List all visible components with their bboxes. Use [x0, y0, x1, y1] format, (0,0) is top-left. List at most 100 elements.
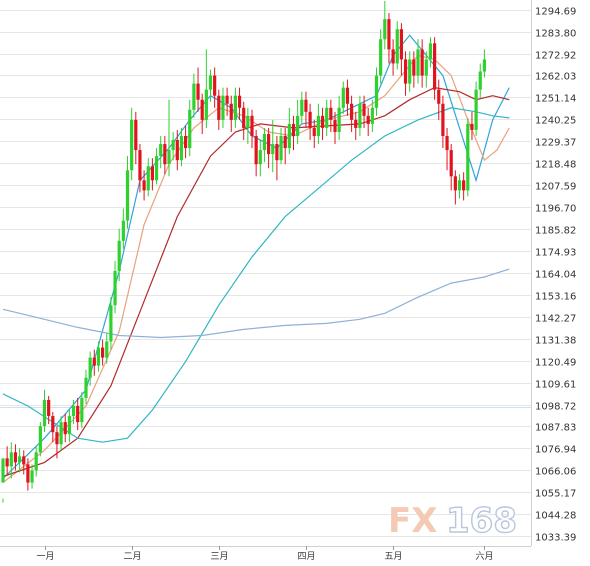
candle-body — [325, 107, 329, 128]
candle — [175, 129, 179, 171]
candle-body — [337, 107, 341, 132]
candle-body — [275, 144, 279, 161]
candle-body — [291, 123, 296, 136]
ma-line-ma_long — [2, 268, 510, 339]
y-tick-label: 1272.92 — [535, 51, 576, 62]
x-tick-label: 三月 — [210, 551, 228, 562]
candle — [213, 67, 217, 108]
candle-body — [59, 422, 63, 445]
candle — [408, 51, 412, 92]
candle — [370, 99, 374, 132]
candle — [291, 115, 296, 151]
candle-body — [279, 135, 283, 161]
candle — [51, 412, 55, 443]
candle-body — [470, 123, 474, 130]
y-tick-label: 1174.93 — [535, 248, 576, 259]
candle-body — [350, 103, 354, 120]
candle — [391, 39, 395, 76]
candle — [200, 93, 204, 134]
candle-body — [441, 103, 445, 136]
x-tick-label: 六月 — [475, 550, 493, 562]
x-tick-label: 四月 — [297, 551, 315, 562]
candle — [453, 170, 457, 205]
candle-body — [283, 135, 287, 149]
candle-body — [258, 150, 262, 165]
candle — [101, 339, 105, 366]
candle — [320, 107, 325, 141]
candle — [325, 99, 329, 136]
candle-body — [453, 176, 457, 191]
candle-body — [374, 75, 379, 108]
y-tick-label: 1218.48 — [535, 160, 576, 171]
candle — [192, 73, 196, 118]
candle — [354, 111, 358, 141]
candle-body — [416, 49, 420, 76]
candle-body — [80, 397, 84, 423]
candle — [457, 174, 462, 199]
candle-body — [217, 95, 221, 120]
candle-body — [51, 416, 55, 433]
candle-body — [466, 123, 470, 191]
candle-body — [200, 99, 204, 120]
candle — [412, 51, 416, 88]
candle — [366, 107, 370, 136]
candle — [130, 107, 134, 181]
candle-body — [150, 166, 154, 181]
candle-body — [18, 456, 22, 463]
candle — [287, 107, 291, 155]
y-tick-label: 1294.69 — [535, 7, 576, 18]
candle-body — [408, 59, 412, 84]
candle-body — [308, 111, 312, 128]
candle-body — [387, 19, 391, 50]
candles — [1, 1, 486, 503]
candle — [300, 91, 304, 124]
candle — [121, 208, 125, 249]
candle-body — [96, 347, 101, 366]
candle-body — [420, 49, 424, 76]
candle — [1, 458, 5, 503]
candle — [80, 391, 84, 429]
candle — [279, 127, 283, 165]
candle-body — [117, 240, 121, 271]
candle-body — [84, 377, 88, 398]
candle — [358, 95, 362, 136]
candle-body — [312, 127, 316, 136]
y-tick-label: 1185.82 — [535, 226, 576, 237]
candle — [403, 51, 408, 96]
candle-body — [213, 75, 217, 96]
candle — [229, 95, 233, 132]
candle-body — [125, 170, 130, 221]
y-tick-label: 1109.61 — [535, 380, 576, 391]
x-tick-label: 二月 — [123, 551, 141, 562]
candle — [5, 446, 9, 475]
candle — [350, 95, 354, 132]
candle — [92, 349, 96, 376]
candle — [433, 37, 437, 100]
candle — [267, 127, 271, 169]
candle-body — [345, 87, 350, 104]
candle — [84, 369, 88, 404]
candle — [337, 95, 341, 141]
candle-body — [154, 156, 159, 181]
candle — [470, 111, 474, 141]
candle — [138, 144, 142, 193]
candle-body — [424, 59, 428, 76]
candle — [387, 13, 391, 64]
candle — [437, 79, 441, 120]
chart-grid — [0, 0, 532, 547]
candle-body — [246, 115, 250, 128]
candle — [445, 127, 449, 171]
candle-body — [1, 458, 5, 483]
y-tick-label: 1131.38 — [535, 336, 576, 347]
candle-body — [229, 103, 233, 120]
candle — [55, 426, 59, 459]
candle-body — [184, 135, 188, 149]
candle — [76, 397, 80, 431]
candle — [63, 414, 67, 443]
y-tick-label: 1066.06 — [535, 467, 576, 478]
candle — [283, 127, 287, 165]
candle — [333, 111, 337, 145]
candle — [67, 410, 71, 443]
candle-body — [474, 89, 478, 130]
